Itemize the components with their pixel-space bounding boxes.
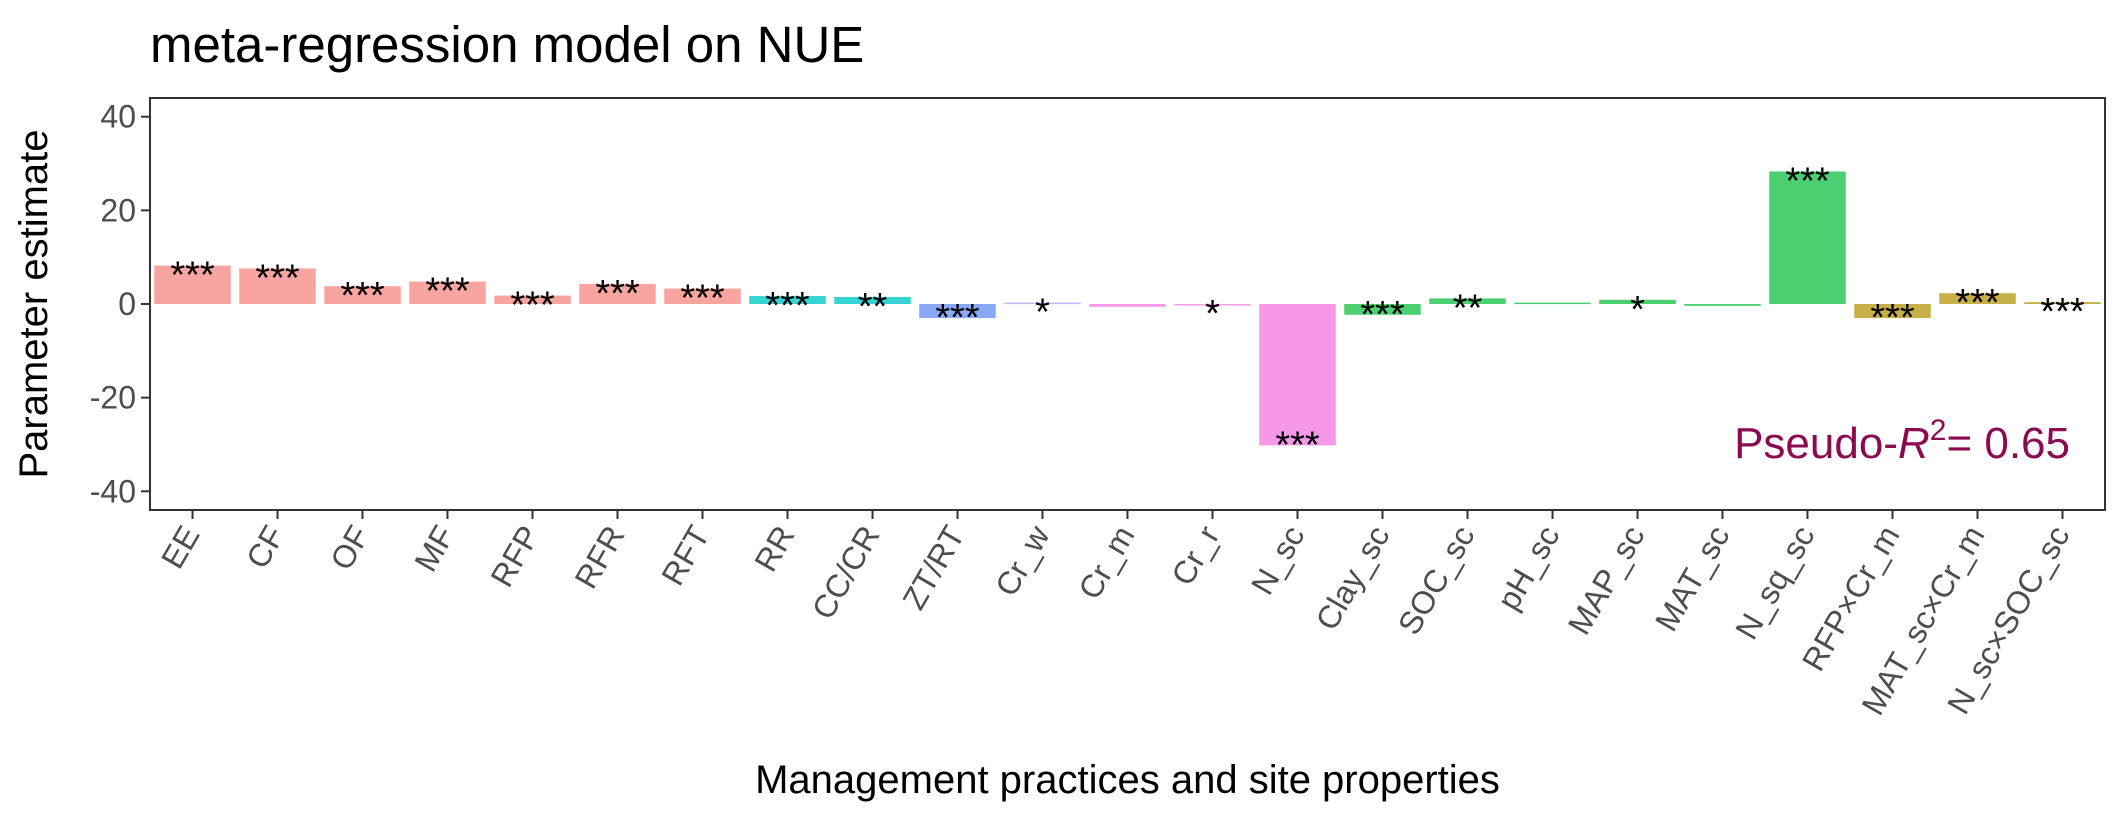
- x-tick-label: EE: [154, 520, 207, 575]
- significance-label: ***: [1870, 297, 1915, 339]
- bar: [1599, 299, 1676, 304]
- significance-label: ***: [425, 271, 470, 313]
- x-tick-label: Clay_sc: [1308, 520, 1396, 637]
- significance-label: ***: [255, 257, 300, 299]
- x-tick-label: RFT: [654, 520, 716, 592]
- bar: [1004, 302, 1081, 305]
- significance-label: *: [1035, 292, 1050, 334]
- x-tick-label: SOC_sc: [1391, 520, 1482, 641]
- significance-label: ***: [1360, 294, 1405, 336]
- bar: [749, 296, 826, 304]
- x-tick-label: Cr_m: [1071, 520, 1141, 606]
- x-tick-label: RR: [747, 520, 801, 578]
- significance-label: ***: [1785, 161, 1830, 203]
- bar: [239, 268, 316, 304]
- bar: [1514, 302, 1591, 305]
- x-axis: EE CF OF MF RFP RFR RFT RR CC/CR ZT/RT Cr_w Cr_m Cr_…: [154, 510, 2077, 721]
- pseudo-r2-annotation: Pseudo-R2= 0.65: [1734, 414, 2070, 468]
- bar: [2024, 302, 2101, 304]
- bar: [494, 295, 571, 304]
- pseudo-r2-prefix: Pseudo-: [1734, 419, 1898, 468]
- bar: [1089, 304, 1166, 307]
- bar: [919, 304, 996, 319]
- significance-label: ***: [340, 275, 385, 317]
- bars: [154, 171, 2101, 446]
- bar: [664, 288, 741, 304]
- bar: [834, 296, 911, 304]
- significance-label: ***: [680, 278, 725, 320]
- significance-label: ***: [595, 273, 640, 315]
- y-axis: 40 20 0 -20 -40: [90, 99, 150, 509]
- x-tick-label: OF: [323, 520, 376, 576]
- x-tick-label: MAT_sc: [1648, 520, 1737, 638]
- x-tick-label: N_sc: [1244, 520, 1312, 601]
- bar: [324, 286, 401, 304]
- x-tick-label: RFR: [568, 520, 632, 595]
- bar: [1854, 304, 1931, 319]
- y-tick-label: -40: [90, 473, 136, 509]
- pseudo-r2-sup: 2: [1930, 414, 1947, 447]
- x-tick-label: RFP: [483, 520, 546, 593]
- bar: [1769, 171, 1846, 304]
- bar: [409, 281, 486, 304]
- x-tick-label: CC/CR: [805, 520, 887, 626]
- bar: [154, 265, 231, 304]
- y-tick-label: -20: [90, 380, 136, 416]
- y-tick-label: 0: [118, 286, 136, 322]
- x-tick-label: ZT/RT: [895, 520, 971, 616]
- significance-label: *: [1630, 289, 1645, 331]
- significance-label: ***: [1275, 424, 1320, 466]
- bar: [1429, 298, 1506, 304]
- significance-label: **: [1453, 287, 1483, 329]
- bar: [1939, 293, 2016, 304]
- bar: [579, 283, 656, 304]
- x-tick-label: N_sq_sc: [1728, 520, 1821, 646]
- y-tick-label: 20: [100, 192, 136, 228]
- significance-labels: *** *** *** *** *** *** *** *** ** *** * ******* ** *…: [170, 161, 2085, 467]
- x-tick-label: Cr_w: [988, 519, 1057, 602]
- bar: [1259, 304, 1336, 446]
- bar: [1344, 304, 1421, 315]
- y-tick-label: 40: [100, 99, 136, 135]
- significance-label: ***: [510, 285, 555, 327]
- significance-label: ***: [170, 255, 215, 297]
- significance-label: ***: [1955, 282, 2000, 324]
- y-axis-title: Parameter estimate: [12, 129, 56, 478]
- significance-label: ***: [935, 297, 980, 339]
- significance-label: *: [1205, 293, 1220, 335]
- x-tick-label: pH_sc: [1490, 520, 1567, 617]
- significance-label: ***: [765, 285, 810, 327]
- significance-label: **: [858, 286, 888, 328]
- x-tick-label: Cr_r: [1164, 519, 1226, 591]
- x-tick-label: MF: [407, 520, 461, 578]
- significance-label: ***: [2040, 291, 2085, 333]
- bar: [1174, 304, 1251, 306]
- x-tick-label: CF: [239, 520, 292, 575]
- bar: [1684, 304, 1761, 306]
- pseudo-r2-suffix: = 0.65: [1946, 419, 2070, 468]
- pseudo-r2-var: R: [1898, 419, 1930, 468]
- x-tick-label: MAP_sc: [1561, 520, 1652, 641]
- x-axis-title: Management practices and site properties: [755, 758, 1500, 802]
- chart-title: meta-regression model on NUE: [150, 16, 864, 73]
